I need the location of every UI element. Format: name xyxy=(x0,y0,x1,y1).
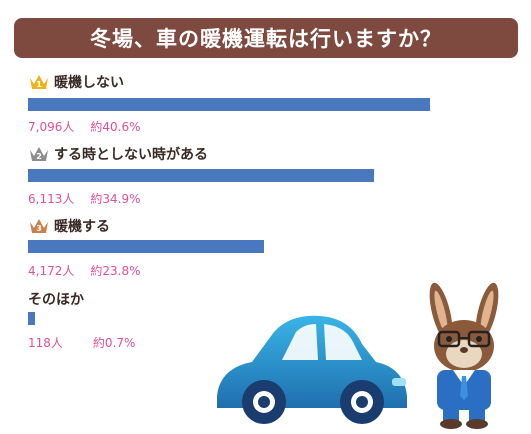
crown-icon: 3 xyxy=(30,219,48,233)
percent-value: 約0.7% xyxy=(92,336,136,350)
rank-number: 3 xyxy=(36,224,42,233)
count-value: 7,096人 xyxy=(28,120,75,134)
value-line-4: 118人 約0.7% xyxy=(28,334,135,351)
value-line-2: 6,113人 約34.9% xyxy=(28,190,140,207)
count-value: 6,113人 xyxy=(28,192,75,206)
percent-value: 約23.8% xyxy=(90,264,141,278)
value-line-1: 7,096人 約40.6% xyxy=(28,118,140,135)
chart-item-label-1: 1 暖機しない xyxy=(28,72,124,92)
page-title: 冬場、車の暖機運転は行いますか？ xyxy=(14,18,518,58)
bar-1 xyxy=(28,98,430,111)
rabbit-illustration xyxy=(429,282,499,429)
percent-value: 約34.9% xyxy=(90,192,141,206)
crown-icon: 1 xyxy=(30,75,48,89)
rank-number: 1 xyxy=(36,80,42,89)
bar-3 xyxy=(28,240,264,253)
count-value: 118人 xyxy=(28,336,63,350)
chart-item-label-3: 3 暖機する xyxy=(28,216,110,236)
chart-item-label-2: 2 する時としない時がある xyxy=(28,144,208,164)
rank-number: 2 xyxy=(36,152,42,161)
crown-icon: 2 xyxy=(30,147,48,161)
count-value: 4,172人 xyxy=(28,264,75,278)
percent-value: 約40.6% xyxy=(90,120,141,134)
item-label-text: する時としない時がある xyxy=(54,147,208,163)
chart-item-label-4: そのほか xyxy=(28,289,84,309)
item-label-text: 暖機する xyxy=(54,219,110,235)
item-label-text: 暖機しない xyxy=(54,75,124,91)
bar-2 xyxy=(28,169,374,182)
bar-4 xyxy=(28,312,35,325)
value-line-3: 4,172人 約23.8% xyxy=(28,262,140,279)
item-label-text: そのほか xyxy=(28,292,84,308)
car-illustration xyxy=(217,315,407,424)
